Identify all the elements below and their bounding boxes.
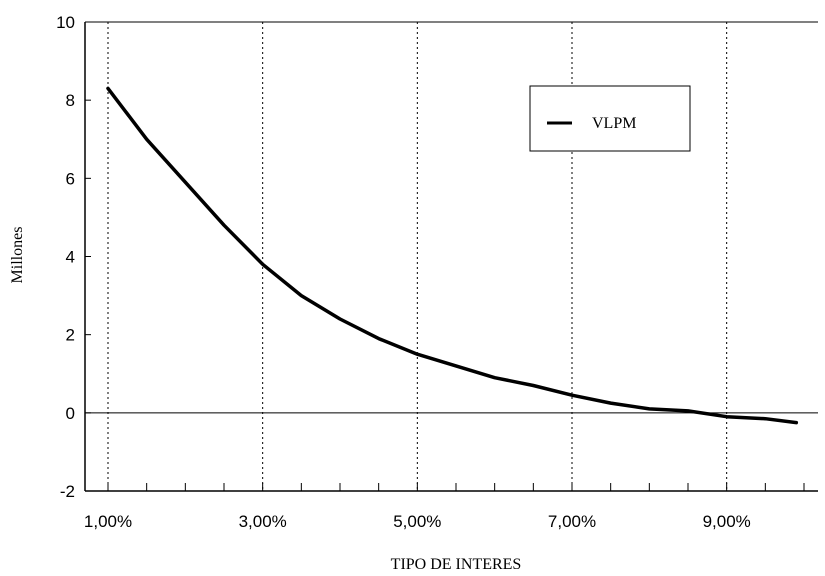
legend-label-vlpm: VLPM (592, 115, 636, 132)
x-tick-label: 7,00% (548, 512, 596, 531)
y-tick-label: 0 (66, 404, 75, 423)
x-tick-label: 3,00% (239, 512, 287, 531)
x-tick-label: 1,00% (84, 512, 132, 531)
y-tick-label: -2 (60, 482, 75, 501)
series-group (106, 86, 799, 425)
y-tick-labels: -2 0 2 4 6 8 10 (56, 13, 91, 501)
x-tick-label: 5,00% (393, 512, 441, 531)
y-tick-label: 10 (56, 13, 75, 32)
y-tick-label: 2 (66, 326, 75, 345)
series-line-vlpm (106, 86, 799, 425)
legend: VLPM (529, 85, 691, 152)
y-axis-title: Millones (9, 227, 26, 284)
x-tick-labels: 1,00% 3,00% 5,00% 7,00% 9,00% (84, 512, 751, 531)
plot-frame (84, 21, 818, 492)
legend-box (529, 85, 691, 152)
y-tick-label: 8 (66, 91, 75, 110)
y-tick-label: 6 (66, 169, 75, 188)
x-tick-label: 9,00% (703, 512, 751, 531)
x-axis-title: TIPO DE INTERES (391, 556, 522, 573)
x-minor-ticks (107, 483, 805, 491)
y-tick-label: 4 (66, 248, 75, 267)
